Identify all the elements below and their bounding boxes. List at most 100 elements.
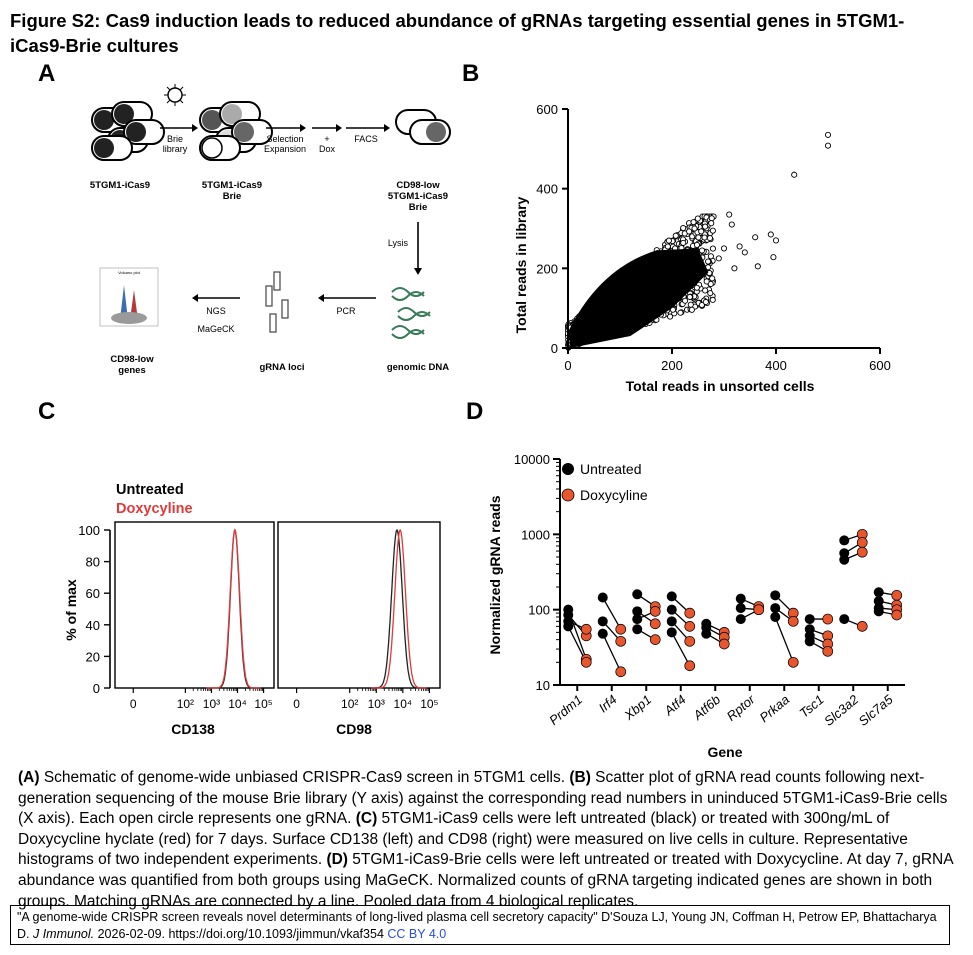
arrow-label: Lysis: [388, 238, 409, 248]
y-tick-label: 0: [551, 341, 558, 356]
scatter-point: [703, 278, 710, 285]
point-doxycyline: [891, 589, 903, 601]
x-tick-label: 0: [293, 697, 300, 711]
virus-icon: [164, 84, 186, 106]
scatter-point: [708, 220, 715, 227]
arrow-label: FACS: [354, 134, 378, 144]
scatter-point: [680, 239, 687, 246]
scatter-chart-b: 0 200 400 600 0 200 400 600 Total reads in unso…: [513, 102, 891, 394]
arrow-label: Dox: [319, 144, 336, 154]
point-doxycyline: [649, 618, 661, 630]
scatter-point: [706, 234, 714, 242]
legend-untreated: Untreated: [580, 461, 641, 477]
arrow-icon: [312, 124, 342, 132]
x-tick-label: 10⁴: [394, 697, 413, 711]
dna-icon: [391, 287, 431, 339]
histogram-untreated: [206, 528, 261, 689]
point-untreated: [666, 627, 677, 638]
arrow-label: library: [163, 144, 188, 154]
cell-label: 5TGM1-iCas9: [90, 180, 150, 191]
y-tick-label: 80: [86, 555, 100, 570]
x-tick-label: Xbp1: [621, 692, 655, 724]
cell-label: 5TGM1-iCas9: [202, 180, 262, 191]
arrow-icon: [346, 124, 390, 132]
point-untreated: [597, 628, 608, 639]
point-untreated: [873, 587, 884, 598]
arrow-icon: [318, 294, 376, 302]
x-tick-label: Prdm1: [546, 692, 585, 728]
point-untreated: [632, 589, 643, 600]
point-untreated: [735, 603, 746, 614]
scatter-point: [665, 237, 672, 244]
point-doxycyline: [649, 634, 661, 645]
arrow-label: Expansion: [264, 144, 306, 154]
scatter-point: [698, 301, 705, 309]
point-doxycyline: [822, 645, 834, 657]
point-untreated: [701, 628, 712, 639]
scatter-point: [702, 298, 709, 306]
histogram-frame: [114, 521, 275, 689]
point-untreated: [563, 621, 574, 632]
x-tick-label: 10⁴: [228, 697, 247, 711]
scatter-point: [698, 228, 705, 235]
point-doxycyline: [684, 635, 696, 647]
x-tick-label: Rptor: [724, 691, 759, 723]
scatter-point: [705, 258, 712, 265]
scatter-point: [688, 306, 695, 313]
scatter-point: [707, 290, 714, 297]
legend: Untreated Doxycyline: [561, 461, 648, 503]
x-tick-label: Slc7a5: [856, 691, 897, 729]
scatter-point: [672, 232, 679, 239]
histogram-untreated: [371, 528, 427, 689]
license-link[interactable]: CC BY 4.0: [387, 927, 447, 941]
arrow-icon: [160, 124, 198, 132]
y-tick-label: 10: [536, 678, 550, 693]
y-axis-label: Total reads in library: [513, 196, 529, 333]
scatter-point: [708, 215, 715, 222]
point-untreated: [804, 636, 815, 647]
y-tick-label: 20: [86, 649, 100, 664]
scatter-point: [686, 293, 693, 301]
y-axis-label: % of max: [63, 579, 79, 641]
arrow-icon: [414, 222, 422, 275]
arrow-label: PCR: [336, 306, 356, 316]
cell-cluster-icon: [395, 109, 451, 145]
scatter-point: [698, 247, 706, 254]
point-untreated: [632, 606, 643, 617]
scatter-point: [694, 215, 701, 222]
panel-label-b: B: [462, 60, 480, 87]
scatter-point: [680, 225, 687, 232]
point-untreated: [770, 603, 781, 614]
point-untreated: [666, 604, 677, 615]
point-doxycyline: [649, 605, 661, 617]
point-doxycyline: [787, 615, 799, 627]
point-doxycyline: [856, 537, 868, 548]
scatter-point: [736, 243, 743, 250]
legend-marker-doxycyline: [561, 488, 575, 502]
x-tick-label: 10³: [203, 697, 220, 711]
x-axis-label: Total reads in unsorted cells: [626, 378, 815, 394]
y-tick-label: 600: [536, 102, 558, 117]
scatter-point: [772, 237, 780, 244]
point-untreated: [804, 614, 815, 625]
scatter-point: [693, 284, 700, 291]
x-tick-label: 200: [661, 358, 683, 373]
y-tick-label: 40: [86, 618, 100, 633]
cell-label: CD98-low: [396, 180, 440, 191]
y-tick-label: 400: [536, 182, 558, 197]
cell-label: 5TGM1-iCas9: [388, 191, 448, 202]
scatter-dense-region: [568, 248, 709, 348]
histogram-doxycyline: [371, 528, 427, 689]
x-tick-label: Irf4: [596, 692, 620, 716]
scatter-point: [707, 253, 714, 260]
cell-label: genes: [118, 365, 145, 376]
svg-text:Volcano plot: Volcano plot: [118, 270, 141, 275]
citation-box: "A genome-wide CRISPR screen reveals nov…: [10, 905, 950, 945]
point-doxycyline: [684, 607, 696, 619]
x-tick-label: 10³: [368, 697, 385, 711]
x-tick-label: Slc3a2: [821, 691, 862, 729]
y-tick-label: 10000: [514, 452, 550, 467]
point-doxycyline: [615, 666, 627, 678]
x-tick-label: Atf4: [661, 692, 689, 719]
x-tick-label: 10⁵: [420, 697, 438, 711]
